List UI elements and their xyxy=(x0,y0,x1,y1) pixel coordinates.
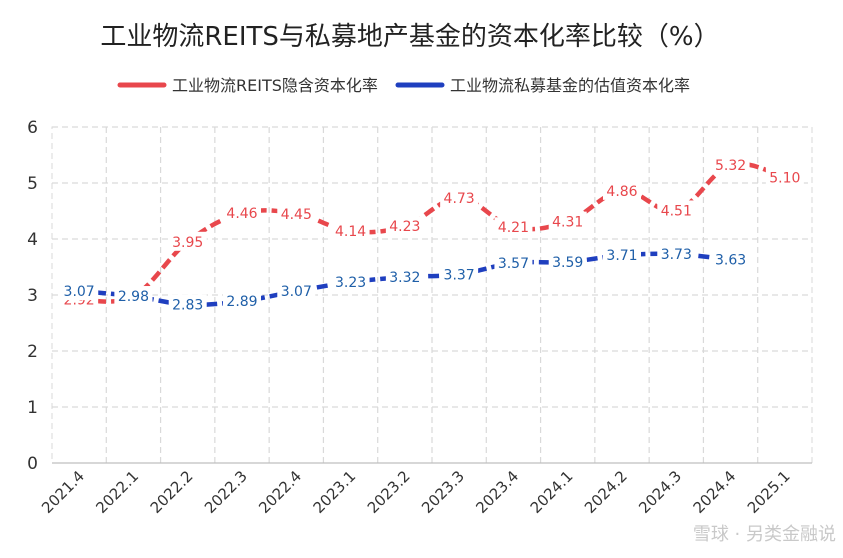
y-tick-label: 5 xyxy=(27,174,38,194)
data-label: 5.32 xyxy=(715,158,746,174)
data-label-bg xyxy=(494,253,533,273)
data-label-bg xyxy=(331,272,370,292)
y-tick-label: 1 xyxy=(27,398,38,418)
data-label: 4.23 xyxy=(389,219,420,235)
data-label-bg xyxy=(385,216,424,236)
data-labels: 2.922.983.954.464.454.144.234.734.214.31… xyxy=(60,155,804,314)
x-tick-label: 2023.1 xyxy=(310,467,360,517)
data-label-bg xyxy=(494,217,533,237)
data-label-bg xyxy=(168,231,207,251)
y-tick-label: 4 xyxy=(27,230,38,250)
x-tick-label: 2024.1 xyxy=(527,467,577,517)
data-label: 4.86 xyxy=(606,184,637,200)
grid xyxy=(51,126,813,464)
data-label: 4.14 xyxy=(335,224,366,240)
legend: 工业物流REITS隐含资本化率 工业物流私募基金的估值资本化率 xyxy=(117,76,690,95)
data-label-bg xyxy=(114,286,153,306)
data-label-bg xyxy=(548,251,587,271)
data-label-bg xyxy=(440,188,479,208)
data-label: 2.83 xyxy=(172,298,203,314)
legend-label-1: 工业物流REITS隐含资本化率 xyxy=(172,76,378,95)
x-tick-label: 2025.1 xyxy=(744,467,794,517)
x-tick-label: 2022.4 xyxy=(255,467,305,517)
data-label: 3.07 xyxy=(64,284,95,300)
data-label-bg xyxy=(223,291,261,311)
x-tick-label: 2024.3 xyxy=(635,467,685,517)
data-label: 4.31 xyxy=(552,215,583,231)
x-tick-label: 2022.3 xyxy=(201,467,251,517)
data-label-bg xyxy=(223,203,261,223)
data-label: 3.37 xyxy=(444,267,475,283)
x-tick-label: 2021.4 xyxy=(38,467,88,517)
data-label-bg xyxy=(168,294,207,314)
data-label: 5.10 xyxy=(769,170,800,186)
data-label: 3.57 xyxy=(498,256,529,272)
data-label-bg xyxy=(277,281,316,301)
data-label: 3.95 xyxy=(172,235,203,251)
legend-label-2: 工业物流私募基金的估值资本化率 xyxy=(450,76,690,95)
data-label-bg xyxy=(385,267,424,287)
data-label-bg xyxy=(603,245,641,265)
data-label: 3.59 xyxy=(552,255,583,271)
data-label: 4.73 xyxy=(444,191,475,207)
data-label: 3.07 xyxy=(281,284,312,300)
data-label: 3.73 xyxy=(661,247,692,263)
data-label: 4.45 xyxy=(281,207,312,223)
data-label-bg xyxy=(277,203,316,223)
data-label-bg xyxy=(331,221,370,241)
x-tick-label: 2022.1 xyxy=(92,467,142,517)
y-tick-label: 2 xyxy=(27,342,38,362)
y-tick-label: 3 xyxy=(27,286,38,306)
data-label-bg xyxy=(657,244,696,264)
data-label: 2.98 xyxy=(118,289,149,305)
data-label: 2.89 xyxy=(226,294,257,310)
chart-title: 工业物流REITS与私募地产基金的资本化率比较（%） xyxy=(100,22,719,52)
x-tick-label: 2024.4 xyxy=(690,467,740,517)
data-label-bg xyxy=(657,200,696,220)
data-label: 3.63 xyxy=(715,253,746,269)
x-tick-label: 2024.2 xyxy=(581,467,631,517)
data-label-bg xyxy=(711,249,750,269)
x-tick-label: 2023.3 xyxy=(418,467,468,517)
watermark: 雪球 · 另类金融说 xyxy=(693,524,836,545)
data-label-bg xyxy=(711,155,750,175)
data-label-bg xyxy=(765,167,804,187)
data-label: 3.71 xyxy=(606,248,637,264)
data-label-bg xyxy=(603,180,641,200)
data-label: 3.23 xyxy=(335,275,366,291)
data-label-bg xyxy=(548,211,587,231)
data-label-bg xyxy=(60,281,99,301)
data-label: 4.51 xyxy=(661,203,692,219)
x-tick-label: 2023.4 xyxy=(472,467,522,517)
x-tick-label: 2023.2 xyxy=(364,467,414,517)
y-tick-label: 0 xyxy=(27,454,38,474)
data-label: 4.21 xyxy=(498,220,529,236)
data-label: 4.46 xyxy=(226,206,257,222)
data-label: 3.32 xyxy=(389,270,420,286)
y-tick-label: 6 xyxy=(27,118,38,138)
x-tick-label: 2022.2 xyxy=(147,467,197,517)
data-label-bg xyxy=(440,264,479,284)
